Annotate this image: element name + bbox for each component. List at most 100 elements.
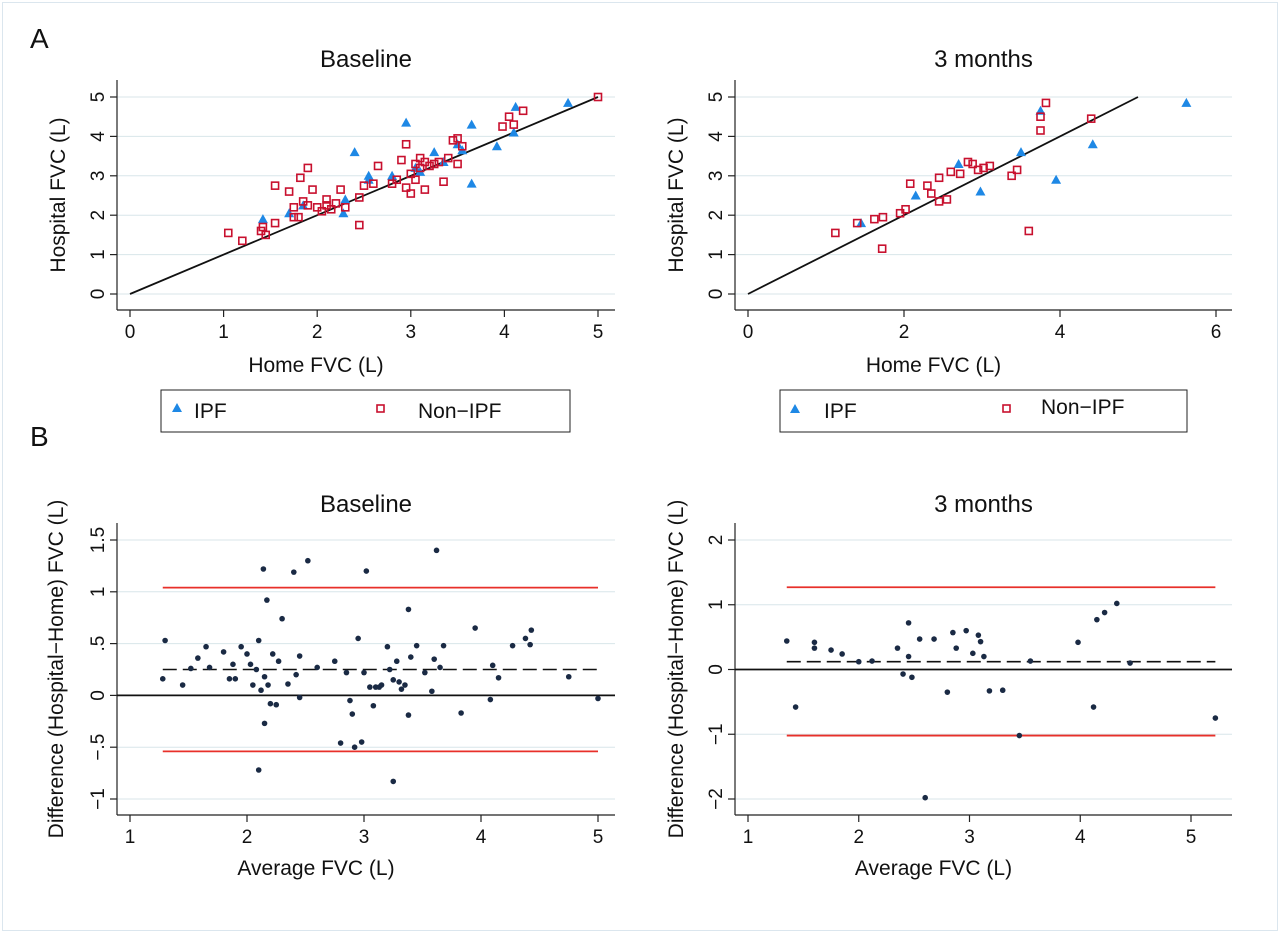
data-point (247, 661, 254, 668)
data-point (900, 671, 906, 677)
y-tick-label: −.5 (88, 734, 109, 761)
y-tick-label: 5 (706, 92, 727, 103)
non-ipf-point (1086, 114, 1096, 123)
ipf-point (452, 139, 463, 149)
ipf-point (910, 190, 921, 200)
data-point (305, 557, 311, 564)
data-point (405, 712, 412, 718)
data-point (261, 673, 268, 680)
y-tick-label: 1 (706, 599, 727, 610)
data-point (386, 666, 393, 673)
ipf-point (563, 97, 574, 107)
non-ipf-point (317, 206, 327, 216)
x-tick-label: 2 (242, 827, 253, 848)
non-ipf-point (934, 197, 944, 206)
y-tick-label: 2 (706, 535, 727, 546)
y-axis-label: Hospital FVC (L) (47, 117, 70, 272)
non-ipf-point (258, 222, 268, 232)
x-tick-label: 2 (312, 322, 323, 343)
y-tick-label: 0 (706, 664, 727, 675)
data-point (260, 566, 267, 572)
data-point (522, 635, 529, 642)
data-point (250, 682, 256, 688)
data-point (253, 666, 260, 673)
non-ipf-point (308, 185, 317, 194)
y-tick-label: 3 (706, 171, 727, 182)
x-tick-label: 1 (218, 322, 229, 343)
data-point (986, 688, 993, 694)
non-ipf-point (415, 163, 425, 173)
x-axis-label: Home FVC (L) (248, 354, 383, 377)
data-point (355, 635, 361, 642)
non-ipf-point (934, 173, 944, 183)
x-tick-label: 5 (593, 322, 604, 343)
x-tick-label: 4 (1075, 827, 1086, 848)
data-point (188, 665, 194, 672)
data-point (487, 696, 494, 703)
y-axis-label: Difference (Hospital−Home) FVC (L) (665, 500, 688, 839)
plot-scatter-3months: 0 1 2 3 4 5 0 2 4 6 3 months Home FVC (L) Hospital F… (665, 46, 1232, 377)
non-ipf-point (1007, 171, 1016, 181)
y-tick-label: 1 (706, 249, 727, 260)
data-point (255, 637, 262, 644)
panel-letter-a: A (30, 23, 49, 54)
y-tick-label: 1 (88, 587, 109, 598)
x-tick-label: 0 (125, 322, 136, 343)
ipf-point (349, 147, 360, 157)
data-point (275, 658, 282, 665)
ipf-point (510, 101, 521, 111)
non-ipf-point (223, 228, 233, 238)
non-ipf-point (923, 181, 932, 190)
data-point (905, 620, 912, 626)
non-ipf-point (498, 122, 507, 131)
non-ipf-point (270, 218, 280, 228)
ipf-point (338, 208, 349, 218)
data-point (370, 702, 377, 709)
plot-ba-baseline: −1 −.5 0 .5 1 1.5 1 2 3 4 5 Baseline Average FVC (L)… (45, 491, 615, 880)
legend-ipf-marker (172, 403, 182, 412)
non-ipf-point (955, 169, 965, 179)
non-ipf-point (453, 159, 462, 169)
data-point (811, 645, 818, 651)
non-ipf-point (509, 120, 519, 129)
non-ipf-point (1036, 112, 1045, 121)
non-ipf-point (504, 112, 514, 121)
x-tick-label: 4 (499, 322, 510, 343)
chart-title: Baseline (320, 491, 412, 518)
ipf-point (340, 194, 351, 204)
non-ipf-point (434, 157, 444, 167)
x-tick-label: 6 (1211, 322, 1222, 343)
data-point (378, 682, 385, 688)
ipf-point (257, 214, 268, 224)
data-point (528, 627, 535, 633)
data-point (1094, 616, 1100, 623)
data-point (267, 700, 274, 707)
data-point (291, 569, 297, 575)
x-axis-label: Average FVC (L) (855, 857, 1012, 880)
data-point (437, 664, 443, 671)
legend-3months: IPF Non−IPF (779, 389, 1188, 433)
legend-ipf-marker (790, 404, 800, 413)
data-point (405, 606, 412, 613)
non-ipf-point (397, 155, 406, 165)
non-ipf-point (326, 204, 336, 214)
x-tick-label: 2 (853, 827, 864, 848)
y-tick-label: −1 (88, 788, 109, 810)
non-ipf-point (593, 92, 603, 102)
plot-scatter-baseline: 0 1 2 3 4 5 0 1 2 3 4 5 Baseline Home FVC (L) Hospital… (47, 46, 615, 377)
x-axis-label: Average FVC (L) (237, 857, 394, 880)
data-point (944, 689, 951, 695)
ipf-point (975, 186, 986, 196)
data-point (195, 655, 201, 661)
y-axis-label: Difference (Hospital−Home) FVC (L) (45, 500, 68, 839)
ipf-point (284, 208, 295, 218)
data-point (509, 642, 516, 649)
non-ipf-point (303, 201, 313, 210)
data-point (828, 647, 834, 653)
chart-title: Baseline (320, 46, 412, 73)
non-ipf-point (355, 220, 364, 230)
data-point (458, 710, 464, 716)
x-tick-label: 4 (476, 827, 487, 848)
non-ipf-point (870, 214, 879, 224)
